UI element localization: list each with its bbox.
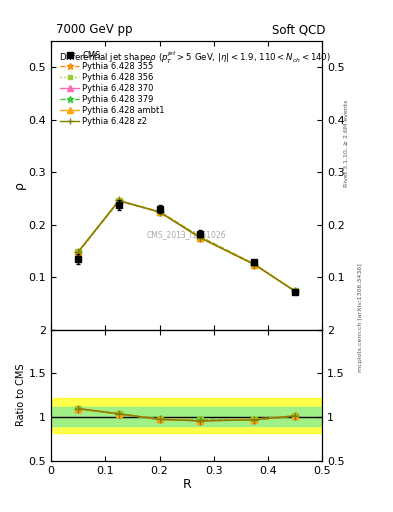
Bar bbox=[51, 407, 322, 426]
Text: Rivet 3.1.10, ≥ 2.6M events: Rivet 3.1.10, ≥ 2.6M events bbox=[344, 100, 349, 187]
Y-axis label: ρ: ρ bbox=[13, 181, 26, 189]
Legend: CMS, Pythia 6.428 355, Pythia 6.428 356, Pythia 6.428 370, Pythia 6.428 379, Pyt: CMS, Pythia 6.428 355, Pythia 6.428 356,… bbox=[58, 48, 167, 129]
Text: 7000 GeV pp: 7000 GeV pp bbox=[56, 23, 132, 36]
Text: mcplots.cern.ch [arXiv:1306.3436]: mcplots.cern.ch [arXiv:1306.3436] bbox=[358, 263, 364, 372]
Text: Differential jet shape$\rho$ ($p_T^{jet}$$>$5 GeV, $|\eta|$$<$1.9, 110$<$$N_{ch}: Differential jet shape$\rho$ ($p_T^{jet}… bbox=[59, 50, 331, 66]
Text: Soft QCD: Soft QCD bbox=[272, 23, 325, 36]
X-axis label: R: R bbox=[182, 478, 191, 492]
Y-axis label: Ratio to CMS: Ratio to CMS bbox=[16, 364, 26, 426]
Bar bbox=[51, 398, 322, 433]
Text: CMS_2013_I1261026: CMS_2013_I1261026 bbox=[147, 230, 226, 239]
